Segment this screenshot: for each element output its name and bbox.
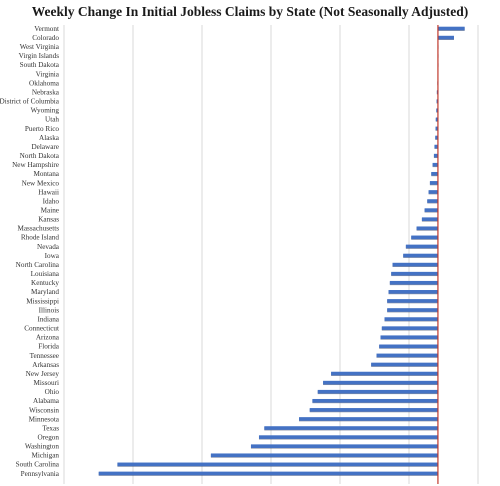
category-label: Tennessee	[30, 352, 59, 360]
category-label: Oklahoma	[29, 79, 60, 87]
category-label: Vermont	[34, 25, 59, 33]
bar	[388, 290, 438, 294]
bar	[405, 244, 438, 249]
bar	[431, 171, 438, 176]
bar	[421, 217, 438, 221]
bar	[424, 208, 438, 212]
category-label: Ohio	[45, 388, 60, 396]
bar	[312, 398, 438, 403]
category-label: Utah	[45, 116, 59, 124]
bar	[436, 99, 438, 103]
category-label: Arizona	[36, 334, 60, 342]
bar	[435, 117, 438, 122]
category-label: Kentucky	[31, 279, 59, 287]
category-label: South Carolina	[16, 461, 60, 469]
bar	[371, 362, 438, 367]
category-label: Washington	[25, 443, 60, 451]
category-label: Alabama	[33, 397, 60, 405]
bar	[411, 235, 438, 240]
category-label: Wyoming	[31, 107, 60, 115]
category-label: New Hampshire	[12, 161, 59, 169]
category-label: Delaware	[31, 143, 59, 151]
category-label: Louisiana	[31, 270, 60, 278]
bar	[392, 262, 438, 267]
bar	[210, 453, 438, 458]
category-label: Rhode Island	[21, 234, 60, 242]
bar	[258, 435, 438, 439]
bar	[117, 462, 438, 467]
bar	[389, 280, 438, 285]
category-label: Oregon	[37, 434, 59, 442]
category-label: Hawaii	[38, 188, 59, 196]
bar	[98, 471, 438, 476]
bar	[379, 344, 438, 349]
bar	[323, 380, 438, 385]
category-label: Mississippi	[26, 297, 59, 305]
category-label: Pennsylvania	[21, 470, 60, 478]
category-label: Alaska	[39, 134, 60, 142]
category-label: Michigan	[31, 452, 59, 460]
category-label: Missouri	[33, 379, 59, 387]
bar	[416, 226, 438, 231]
bar	[250, 444, 438, 448]
category-label: New Mexico	[22, 179, 60, 187]
category-label: Maryland	[31, 288, 59, 296]
bar	[435, 135, 438, 140]
category-label: Minnesota	[29, 415, 60, 423]
bar	[427, 199, 438, 203]
bar	[380, 335, 438, 340]
category-label: Arkansas	[32, 361, 59, 369]
bar	[317, 389, 438, 394]
bar	[437, 26, 465, 31]
category-label: Illinois	[39, 306, 60, 314]
category-label: Virginia	[36, 70, 60, 78]
bar	[403, 253, 438, 258]
bar	[384, 317, 438, 321]
category-label: Puerto Rico	[25, 125, 60, 133]
bar	[437, 35, 454, 40]
bar	[299, 417, 438, 421]
category-label: North Dakota	[20, 152, 60, 160]
bar	[264, 426, 438, 430]
category-label: North Carolina	[16, 261, 60, 269]
category-label: Montana	[33, 170, 59, 178]
category-label: Colorado	[32, 34, 59, 42]
category-label: Idaho	[43, 197, 60, 205]
bar	[429, 181, 438, 185]
bar	[381, 326, 438, 330]
bar	[432, 162, 438, 167]
bar	[309, 408, 438, 412]
category-label: Connecticut	[24, 325, 59, 333]
chart-title: Weekly Change In Initial Jobless Claims …	[31, 4, 469, 19]
category-label: Nebraska	[32, 88, 60, 96]
category-label: West Virginia	[20, 43, 60, 51]
category-label: Indiana	[37, 315, 59, 323]
category-label: Iowa	[45, 252, 60, 260]
category-label: Texas	[42, 424, 59, 432]
bar	[387, 308, 438, 312]
bar	[433, 153, 438, 158]
category-label: Maine	[41, 207, 59, 215]
bar	[435, 126, 438, 131]
bar	[434, 144, 438, 149]
bar	[376, 353, 438, 358]
category-label: New Jersey	[26, 370, 60, 378]
category-label: Virgin Islands	[19, 52, 60, 60]
category-label: District of Columbia	[0, 98, 60, 106]
category-label: Kansas	[38, 216, 59, 224]
category-label: Florida	[38, 343, 60, 351]
category-label: South Dakota	[20, 61, 60, 69]
bar	[387, 299, 438, 303]
bar	[391, 271, 438, 276]
bar	[428, 190, 438, 194]
category-label: Nevada	[37, 243, 60, 251]
bar	[436, 108, 438, 113]
category-label: Massachusetts	[17, 225, 59, 233]
bar	[331, 371, 438, 376]
category-label: Wisconsin	[29, 406, 59, 414]
